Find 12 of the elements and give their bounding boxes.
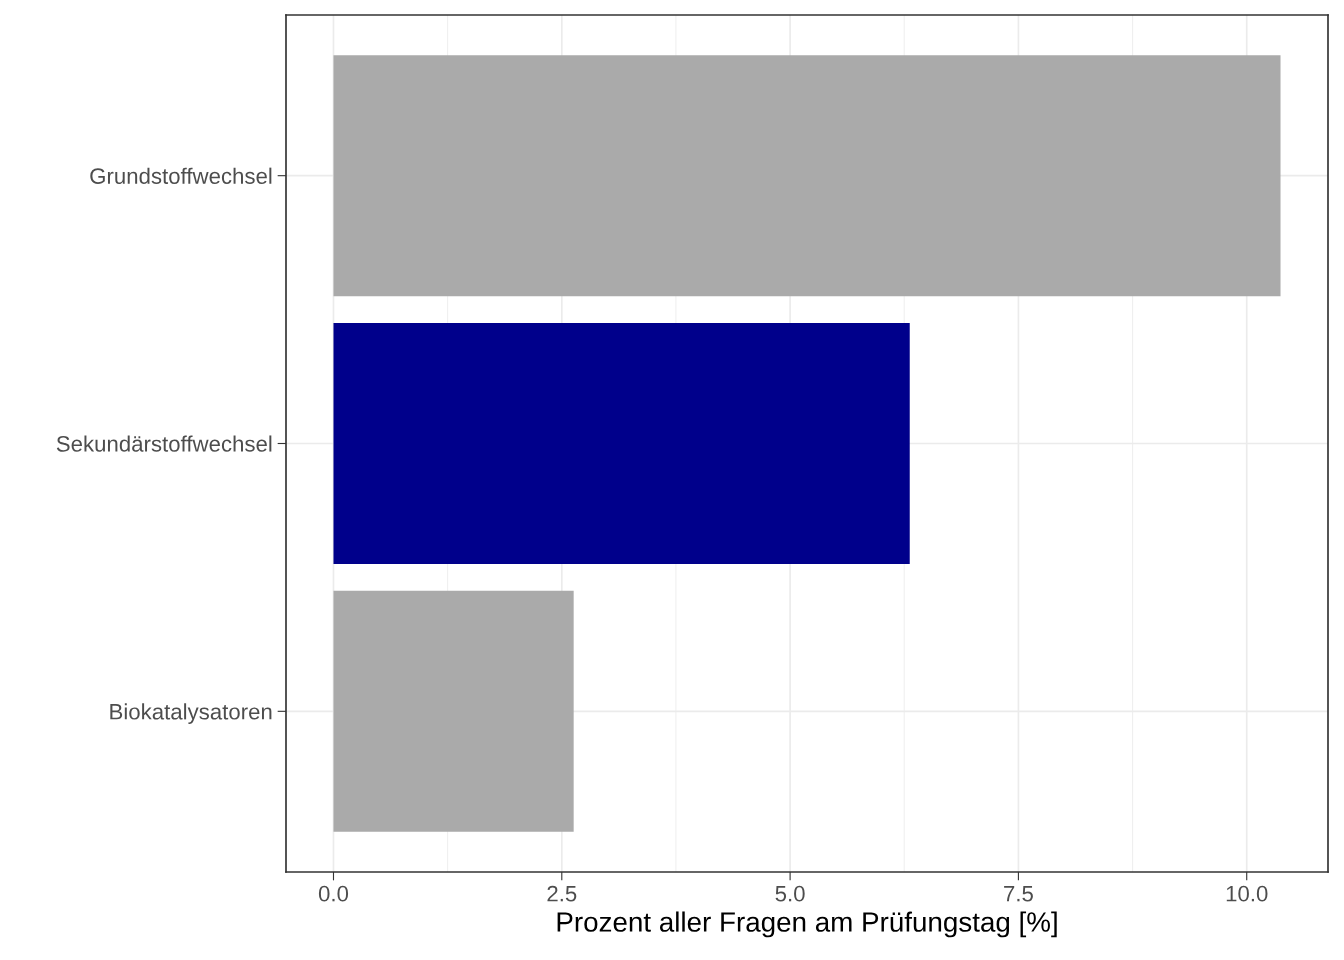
x-tick-label: 0.0: [318, 885, 349, 902]
y-tick-label: Biokatalysatoren: [110, 703, 272, 724]
y-tick-label: Grundstoffwechsel: [90, 167, 272, 184]
x-tick-label: 2.5: [547, 885, 577, 902]
x-tick-label: 10.0: [1226, 885, 1268, 902]
bar: [333, 322, 910, 565]
x-tick-label: 5.0: [775, 885, 805, 902]
x-tick-label: 7.5: [1004, 886, 1033, 902]
bar: [333, 590, 574, 832]
bar: [333, 55, 1281, 297]
x-axis-title: Prozent aller Fragen am Prüfungstag [%]: [557, 911, 1057, 938]
y-tick-label: Sekundärstoffwechsel: [56, 435, 272, 452]
